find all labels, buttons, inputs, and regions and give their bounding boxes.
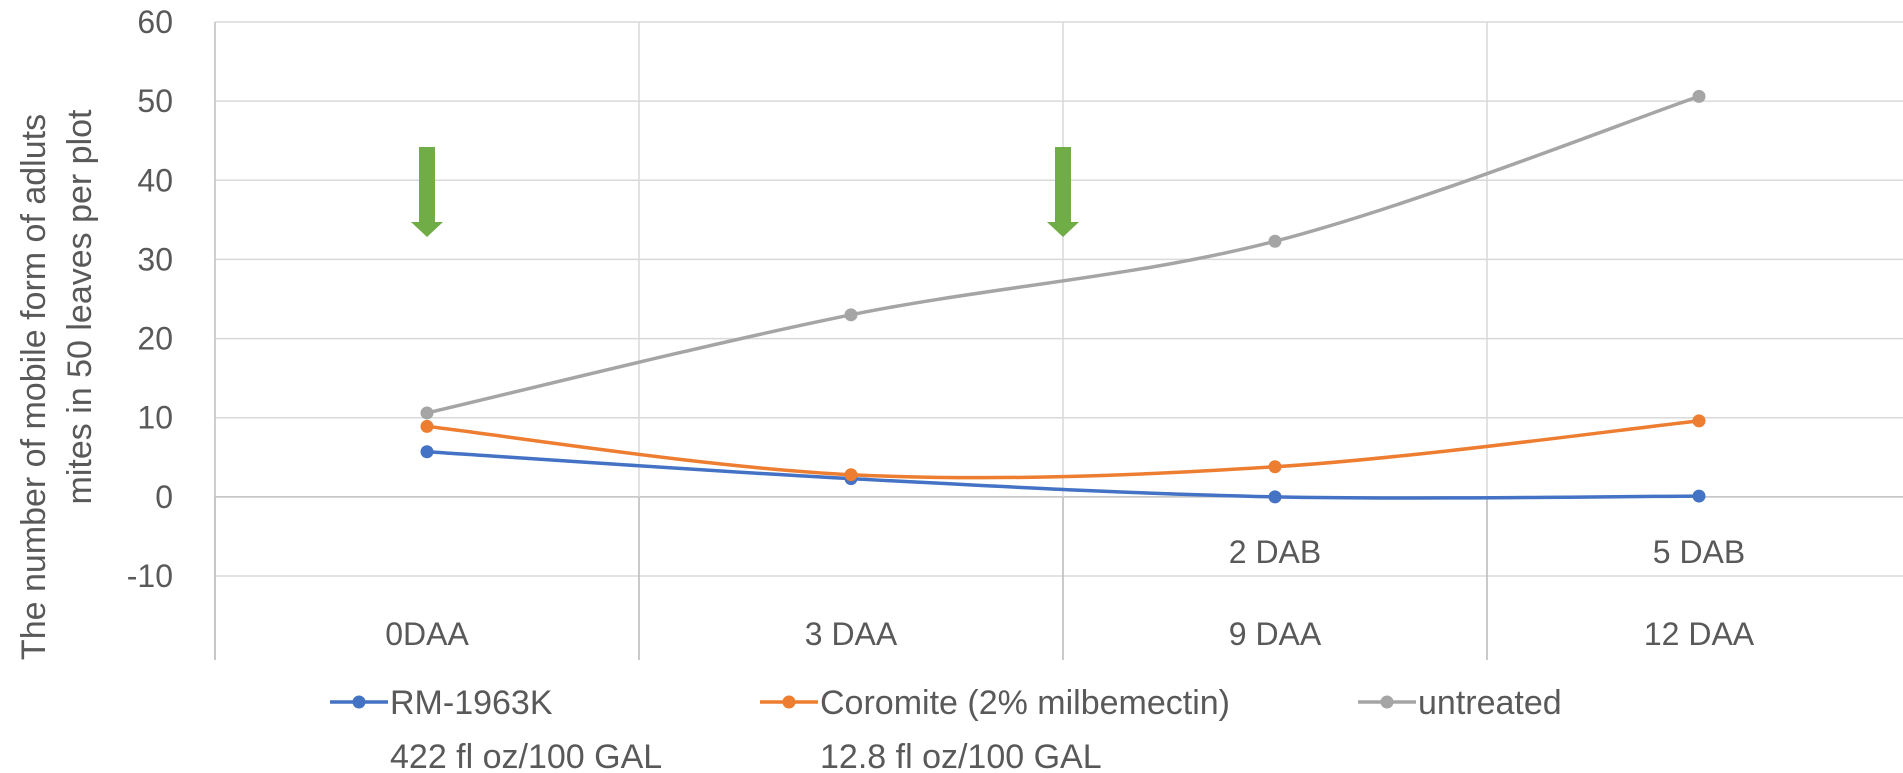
data-point xyxy=(1692,489,1706,503)
x-tick-label: 0DAA xyxy=(385,616,469,652)
x-axis: 0DAA 3 DAA 9 DAA 12 DAA 2 DAB 5 DAB xyxy=(214,496,1755,660)
legend-sublabel: 12.8 fl oz/100 GAL xyxy=(820,738,1102,773)
data-point xyxy=(1692,89,1706,103)
legend-entry: Coromite (2% milbemectin) 12.8 fl oz/100 … xyxy=(760,684,1230,773)
application-arrow-icon xyxy=(411,147,443,237)
y-axis-title-line-2: mites in 50 leaves per plot xyxy=(61,109,99,505)
gridlines xyxy=(214,21,1903,660)
y-axis-title: The number of mobile form of adluts mite… xyxy=(15,109,99,660)
y-axis-title-line-1: The number of mobile form of adluts xyxy=(15,114,53,660)
data-point xyxy=(420,419,434,433)
legend-label: RM-1963K xyxy=(390,684,553,722)
data-point xyxy=(1268,460,1282,474)
data-point xyxy=(844,468,858,482)
x-secondary-label: 5 DAB xyxy=(1653,534,1745,570)
data-point xyxy=(1268,234,1282,248)
y-tick-label: 30 xyxy=(137,241,173,277)
y-tick-label: 40 xyxy=(137,162,173,198)
arrow-shape xyxy=(1047,147,1079,237)
x-tick-label: 9 DAA xyxy=(1229,616,1322,652)
legend-entry: untreated xyxy=(1358,684,1562,722)
arrow-shape xyxy=(411,147,443,237)
legend-entry: RM-1963K 422 fl oz/100 GAL xyxy=(330,684,662,773)
legend-marker xyxy=(352,695,366,709)
legend-label: Coromite (2% milbemectin) xyxy=(820,684,1230,722)
series-line-1 xyxy=(425,419,1701,480)
legend-label: untreated xyxy=(1418,684,1562,722)
x-secondary-label: 2 DAB xyxy=(1229,534,1321,570)
legend-marker xyxy=(782,695,796,709)
data-point xyxy=(1268,490,1282,504)
data-point xyxy=(1692,414,1706,428)
legend-sublabel: 422 fl oz/100 GAL xyxy=(390,738,662,773)
application-arrows xyxy=(411,147,1079,237)
series-line-0 xyxy=(425,449,1701,500)
x-tick-label: 12 DAA xyxy=(1644,616,1755,652)
y-axis: -10 0 10 20 30 40 50 60 xyxy=(127,4,173,594)
y-tick-label: 50 xyxy=(137,83,173,119)
legend: RM-1963K 422 fl oz/100 GAL Coromite (2% mi… xyxy=(330,684,1562,773)
y-tick-label: 10 xyxy=(137,400,173,436)
y-tick-label: 60 xyxy=(137,4,173,40)
series-line-2 xyxy=(425,94,1701,415)
data-point xyxy=(420,445,434,459)
y-tick-label: -10 xyxy=(127,558,173,594)
y-tick-label: 0 xyxy=(155,479,173,515)
legend-marker xyxy=(1380,695,1394,709)
x-tick-label: 3 DAA xyxy=(805,616,898,652)
application-arrow-icon xyxy=(1047,147,1079,237)
series-points xyxy=(420,89,1706,504)
series-lines xyxy=(425,94,1701,500)
data-point xyxy=(420,406,434,420)
data-point xyxy=(844,308,858,322)
y-tick-label: 20 xyxy=(137,321,173,357)
